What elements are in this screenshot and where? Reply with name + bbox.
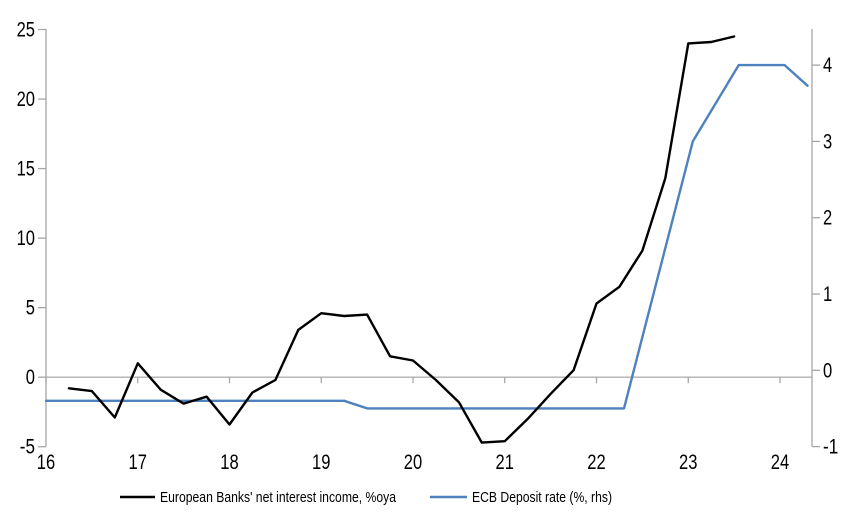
deposit-rate-line-series: [44, 63, 809, 410]
x-axis-tick-label: 16: [37, 451, 55, 474]
x-axis-tick-label: 20: [404, 451, 422, 474]
legend-label: ECB Deposit rate (%, rhs): [472, 489, 612, 506]
left-axis-tick-label: 15: [17, 158, 35, 181]
right-axis-tick-label: 2: [823, 207, 832, 230]
legend-label: European Banks' net interest income, %oy…: [160, 489, 397, 506]
left-axis-tick-label: 20: [17, 88, 35, 111]
left-axis-tick-label: 10: [17, 227, 35, 250]
left-axis-tick-label: 5: [26, 297, 35, 320]
x-axis-tick-label: 24: [771, 451, 790, 474]
right-axis-tick-label: 4: [823, 54, 832, 77]
x-axis-tick-label: 19: [312, 451, 330, 474]
right-axis-tick-label: -1: [823, 436, 838, 459]
nii-line-series: [67, 35, 736, 444]
left-axis-tick-label: 25: [17, 19, 35, 42]
x-axis-tick-label: 23: [679, 451, 697, 474]
right-axis-tick-label: 1: [823, 283, 832, 306]
left-axis-tick-label: 0: [26, 366, 35, 389]
left-axis-tick-label: -5: [20, 436, 35, 459]
x-axis-tick-label: 21: [496, 451, 514, 474]
right-axis-tick-label: 0: [823, 359, 832, 382]
x-axis-tick-label: 17: [129, 451, 147, 474]
x-axis-tick-label: 18: [220, 451, 238, 474]
x-axis-tick-label: 22: [587, 451, 605, 474]
legend: European Banks' net interest income, %oy…: [120, 489, 612, 506]
right-axis-tick-label: 3: [823, 130, 832, 153]
